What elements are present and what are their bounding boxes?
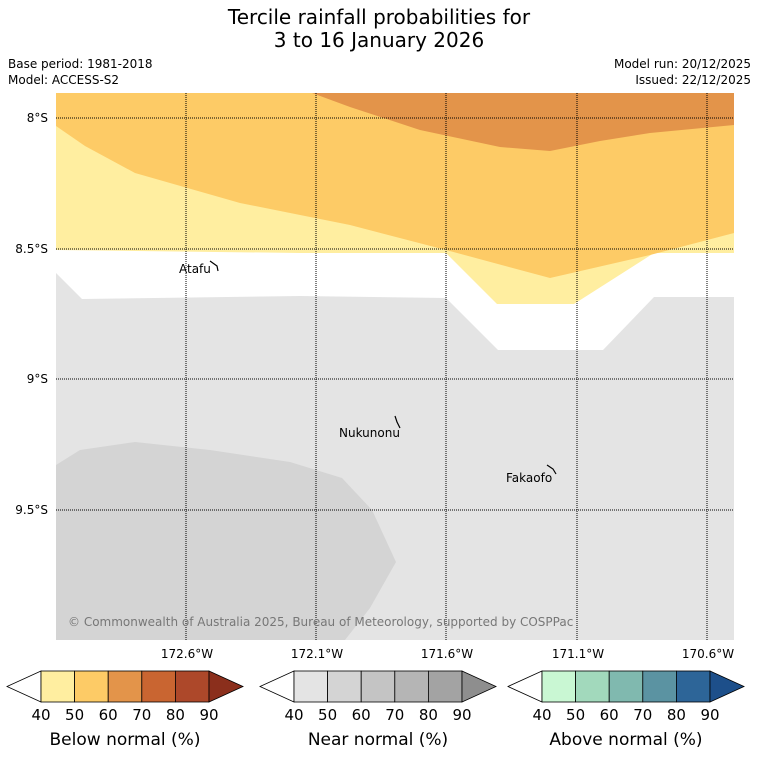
colorbar-0-swatch-1 [74, 670, 109, 703]
issued-date: Issued: 22/12/2025 [635, 73, 751, 87]
region-below-60-70 [312, 93, 734, 151]
colorbar-2-swatch-3 [642, 670, 677, 703]
colorbar-1-swatch-4 [427, 670, 463, 703]
colorbar-1-right-arrow [461, 670, 497, 703]
colorbar-1-swatch-2 [360, 670, 396, 703]
atafu-atoll [209, 260, 219, 272]
fakaofo-atoll [546, 464, 557, 475]
meta-right: Model run: 20/12/2025 Issued: 22/12/2025 [614, 56, 751, 88]
map-title-line-2: 3 to 16 January 2026 [273, 28, 485, 52]
colorbar-1-left-arrow [259, 670, 295, 703]
colorbar-2-swatch-2 [608, 670, 644, 703]
graticule [56, 93, 734, 640]
lon-label-172-1w: 172.1°W [291, 647, 343, 661]
place-atafu: Atafu [179, 262, 211, 276]
colorbar-0-swatch-4 [174, 670, 210, 703]
colorbar-0-swatch-3 [141, 670, 176, 703]
colorbar-0-tick-0: 40 [31, 706, 50, 724]
nukunonu-atoll [394, 415, 401, 429]
colorbar-0-tick-4: 80 [166, 706, 185, 724]
lon-label-172-6w: 172.6°W [161, 647, 213, 661]
base-period: Base period: 1981-2018 [8, 57, 153, 71]
colorbar-1-tick-2: 60 [352, 706, 371, 724]
probability-map: Atafu Nukunonu Fakaofo © Commonwealth of… [56, 93, 734, 640]
lat-label-9-5s: 9.5°S [15, 503, 48, 517]
colorbar-near-normal: 40 50 60 70 80 90 [259, 670, 497, 724]
place-nukunonu: Nukunonu [339, 426, 400, 440]
model-name: Model: ACCESS-S2 [8, 73, 120, 87]
colorbar-0-tick-5: 90 [199, 706, 218, 724]
colorbar-2-left-arrow [507, 670, 543, 703]
lat-label-8-5s: 8.5°S [15, 242, 48, 256]
atolls [209, 260, 557, 475]
lon-labels: 172.6°W 172.1°W 171.6°W 171.1°W 170.6°W [161, 647, 734, 661]
lon-label-170-6w: 170.6°W [682, 647, 734, 661]
colorbar-2-tick-3: 70 [633, 706, 652, 724]
map-title-line-1: Tercile rainfall probabilities for [227, 5, 531, 29]
colorbar-0-left-arrow [6, 670, 42, 703]
colorbar-0-tick-2: 60 [99, 706, 118, 724]
colorbar-2-tick-5: 90 [700, 706, 719, 724]
colorbar-2-tick-0: 40 [532, 706, 551, 724]
colorbar-0-tick-1: 50 [65, 706, 84, 724]
colorbar-2-swatch-1 [575, 670, 610, 703]
colorbar-1-swatch-0 [293, 670, 328, 703]
place-fakaofo: Fakaofo [506, 471, 552, 485]
colorbar-2-swatch-0 [541, 670, 576, 703]
lat-label-9s: 9°S [27, 372, 48, 386]
colorbar-title-below: Below normal (%) [49, 730, 201, 750]
colorbar-below-normal: 40 50 60 70 80 90 [6, 670, 244, 724]
lat-labels: 8°S 8.5°S 9°S 9.5°S [15, 111, 48, 517]
colorbar-2-tick-2: 60 [600, 706, 619, 724]
colorbar-0-swatch-0 [40, 670, 75, 703]
colorbar-title-near: Near normal (%) [307, 730, 449, 750]
colorbar-0-tick-3: 70 [132, 706, 151, 724]
model-run: Model run: 20/12/2025 [613, 57, 751, 71]
colorbar-2-swatch-4 [676, 670, 711, 703]
lat-label-8s: 8°S [27, 111, 48, 125]
region-near-50-60 [56, 442, 396, 640]
colorbar-above-normal: 40 50 60 70 80 90 [507, 670, 745, 724]
lon-label-171-1w: 171.1°W [552, 647, 604, 661]
colorbar-title-above: Above normal (%) [549, 730, 703, 750]
colorbar-1-tick-0: 40 [284, 706, 303, 724]
colorbar-1-tick-3: 70 [385, 706, 404, 724]
colorbar-1-tick-5: 90 [452, 706, 471, 724]
colorbar-1-tick-4: 80 [419, 706, 438, 724]
colorbar-2-tick-4: 80 [667, 706, 686, 724]
colorbar-2-right-arrow [709, 670, 745, 703]
colorbar-0-right-arrow [208, 670, 244, 703]
colorbar-2-tick-1: 50 [566, 706, 585, 724]
meta-left: Base period: 1981-2018 Model: ACCESS-S2 [8, 56, 153, 88]
copyright-notice: © Commonwealth of Australia 2025, Bureau… [68, 615, 573, 629]
colorbar-0-swatch-2 [107, 670, 143, 703]
colorbar-1-swatch-1 [327, 670, 362, 703]
colorbar-1-tick-1: 50 [318, 706, 337, 724]
lon-label-171-6w: 171.6°W [421, 647, 473, 661]
colorbar-1-swatch-3 [394, 670, 429, 703]
